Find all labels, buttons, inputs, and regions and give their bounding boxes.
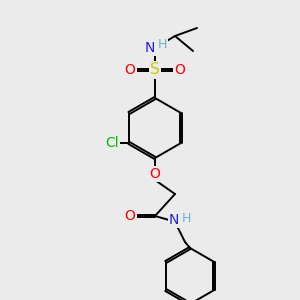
Text: H: H xyxy=(157,38,167,52)
Text: N: N xyxy=(145,41,155,55)
Text: N: N xyxy=(169,213,179,227)
Text: O: O xyxy=(150,167,160,181)
Text: S: S xyxy=(150,62,160,77)
Text: O: O xyxy=(124,209,135,223)
Text: H: H xyxy=(181,212,191,224)
Text: O: O xyxy=(175,63,185,77)
Text: Cl: Cl xyxy=(105,136,119,150)
Text: O: O xyxy=(124,63,135,77)
